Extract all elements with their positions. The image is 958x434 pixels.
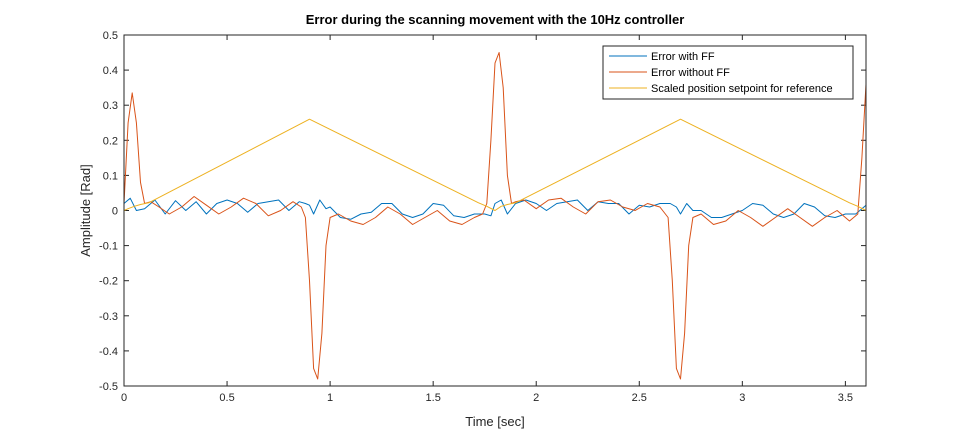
y-tick-label: -0.1	[99, 241, 118, 253]
plot-frame	[123, 34, 867, 387]
series-line-1	[123, 52, 867, 380]
y-tick-label: -0.5	[99, 381, 118, 393]
y-tick-label: -0.4	[99, 346, 118, 358]
legend-entry: Error without FF	[651, 67, 730, 79]
y-tick-label: -0.2	[99, 276, 118, 288]
x-tick-label: 0	[121, 392, 127, 404]
y-tick-label: -0.3	[99, 311, 118, 323]
y-tick-label: 0.1	[103, 170, 118, 182]
x-axis-label: Time [sec]	[465, 414, 524, 429]
x-tick-label: 3	[739, 392, 745, 404]
x-tick-label: 2.5	[632, 392, 647, 404]
y-tick-label: 0.4	[103, 65, 118, 77]
legend-entry: Scaled position setpoint for reference	[651, 83, 833, 95]
axis-ticks: 0 0.5 1 1.5 2 2.5 3 3.5 -0.5 -0.4 -0.3 -0.2 -0.1 0 0.1…	[99, 30, 866, 404]
y-tick-label: 0.2	[103, 135, 118, 147]
series-layer	[123, 52, 867, 380]
legend: Error with FF Error without FF Scaled posi…	[602, 45, 854, 100]
legend-entry: Error with FF	[651, 51, 715, 63]
x-tick-label: 2	[533, 392, 539, 404]
x-tick-label: 1	[327, 392, 333, 404]
y-tick-label: 0.5	[103, 30, 118, 42]
y-tick-label: 0.3	[103, 100, 118, 112]
y-tick-label: 0	[112, 206, 118, 218]
x-tick-label: 0.5	[219, 392, 234, 404]
x-tick-label: 3.5	[838, 392, 853, 404]
series-line-2	[123, 118, 867, 211]
y-axis-label: Amplitude [Rad]	[78, 164, 93, 257]
chart-title: Error during the scanning movement with …	[306, 12, 685, 27]
x-tick-label: 1.5	[426, 392, 441, 404]
